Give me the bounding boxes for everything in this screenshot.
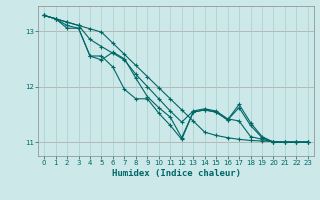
X-axis label: Humidex (Indice chaleur): Humidex (Indice chaleur) bbox=[111, 169, 241, 178]
